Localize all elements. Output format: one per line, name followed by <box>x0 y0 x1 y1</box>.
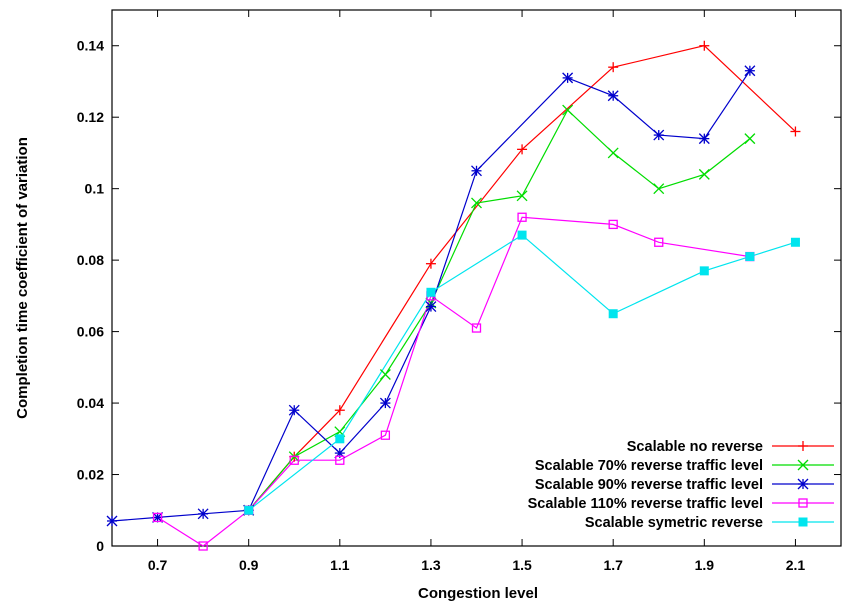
legend-marker <box>798 498 808 508</box>
data-point-series-4 <box>380 430 391 440</box>
data-point-series-5 <box>790 237 800 247</box>
legend-label: Scalable symetric reverse <box>585 515 763 531</box>
data-point-series-3 <box>425 301 437 313</box>
data-point-series-3 <box>562 72 574 84</box>
data-point-series-3 <box>698 133 710 145</box>
data-point-series-3 <box>152 511 164 523</box>
data-point-series-2 <box>471 197 482 209</box>
x-tick-label: 1.5 <box>512 557 532 573</box>
data-point-series-2 <box>379 369 391 380</box>
y-tick-label: 0 <box>96 538 104 554</box>
data-point-series-1 <box>517 144 528 155</box>
data-point-series-5 <box>517 230 527 240</box>
data-point-series-3 <box>197 508 209 520</box>
data-point-series-2 <box>607 147 619 159</box>
data-point-series-5 <box>335 434 345 444</box>
data-point-series-3 <box>653 129 665 141</box>
y-tick-label: 0.14 <box>77 38 104 54</box>
y-tick-label: 0.02 <box>77 467 104 483</box>
x-tick-label: 1.7 <box>603 557 623 573</box>
y-tick-label: 0.1 <box>85 181 105 197</box>
y-tick-label: 0.04 <box>77 395 104 411</box>
legend-entry-3: Scalable 90% reverse traffic level <box>535 477 834 493</box>
x-tick-label: 2.1 <box>786 557 806 573</box>
y-axis-label: Completion time coefficient of variation <box>14 137 31 419</box>
data-point-series-5 <box>244 505 254 515</box>
data-point-series-2 <box>744 133 756 145</box>
x-axis-label: Congestion level <box>418 585 538 602</box>
series-markers <box>106 40 801 551</box>
data-point-series-5 <box>745 252 755 262</box>
data-point-series-1 <box>699 40 710 51</box>
x-tick-label: 0.9 <box>239 557 259 573</box>
x-tick-label: 0.7 <box>148 557 168 573</box>
data-point-series-2 <box>698 168 710 180</box>
legend-marker <box>797 478 809 490</box>
data-point-series-3 <box>607 90 619 102</box>
data-point-series-3 <box>379 397 391 409</box>
series-line-2 <box>248 109 751 511</box>
series-line-1 <box>248 45 796 511</box>
data-point-series-2 <box>562 104 574 116</box>
x-tick-label: 1.9 <box>695 557 715 573</box>
plot-frame <box>111 9 842 547</box>
data-point-series-1 <box>334 405 345 416</box>
data-point-series-4 <box>198 541 208 551</box>
legend-marker <box>798 517 808 527</box>
legend-entry-2: Scalable 70% reverse traffic level <box>535 458 834 474</box>
data-point-series-5 <box>699 266 709 276</box>
legend-marker <box>797 459 809 471</box>
data-point-series-1 <box>790 126 801 137</box>
data-point-series-1 <box>425 258 436 269</box>
data-point-series-4 <box>289 455 299 465</box>
data-point-series-4 <box>608 219 618 230</box>
y-tick-label: 0.08 <box>77 252 104 268</box>
legend-label: Scalable 90% reverse traffic level <box>535 477 763 493</box>
data-point-series-4 <box>335 455 345 465</box>
series-lines <box>111 45 796 547</box>
legend-entry-1: Scalable no reverse <box>627 439 834 455</box>
data-point-series-3 <box>744 65 756 77</box>
data-point-series-5 <box>426 287 436 297</box>
data-point-series-3 <box>288 404 300 416</box>
y-tick-label: 0.12 <box>77 109 104 125</box>
legend: Scalable no reverse Scalable 70% reverse … <box>528 439 834 531</box>
legend-label: Scalable 70% reverse traffic level <box>535 458 763 474</box>
data-point-series-2 <box>653 183 665 195</box>
plot-border <box>111 9 842 547</box>
x-tick-label: 1.3 <box>421 557 441 573</box>
data-point-series-1 <box>608 62 619 73</box>
legend-entry-4: Scalable 110% reverse traffic level <box>528 496 834 512</box>
series-line-3 <box>111 70 751 522</box>
data-point-series-4 <box>152 512 163 523</box>
data-point-series-4 <box>654 237 664 247</box>
data-point-series-5 <box>608 309 618 319</box>
data-point-series-4 <box>517 212 527 222</box>
legend-label: Scalable 110% reverse traffic level <box>528 496 763 512</box>
data-point-series-2 <box>516 190 528 202</box>
legend-label: Scalable no reverse <box>627 439 763 455</box>
x-tick-label: 1.1 <box>330 557 350 573</box>
legend-entry-5: Scalable symetric reverse <box>585 515 834 531</box>
y-tick-label: 0.06 <box>77 324 104 340</box>
legend-marker <box>798 441 808 451</box>
series-line-5 <box>248 234 796 511</box>
series-line-4 <box>157 216 750 547</box>
axis-ticks: 0.7 0.9 1.1 1.3 1.5 1.7 1.9 2.1 0 0.02 0.04 0.06 0.0… <box>77 10 841 573</box>
data-point-series-4 <box>471 323 482 333</box>
data-point-series-3 <box>471 165 482 177</box>
data-point-series-3 <box>106 515 118 527</box>
